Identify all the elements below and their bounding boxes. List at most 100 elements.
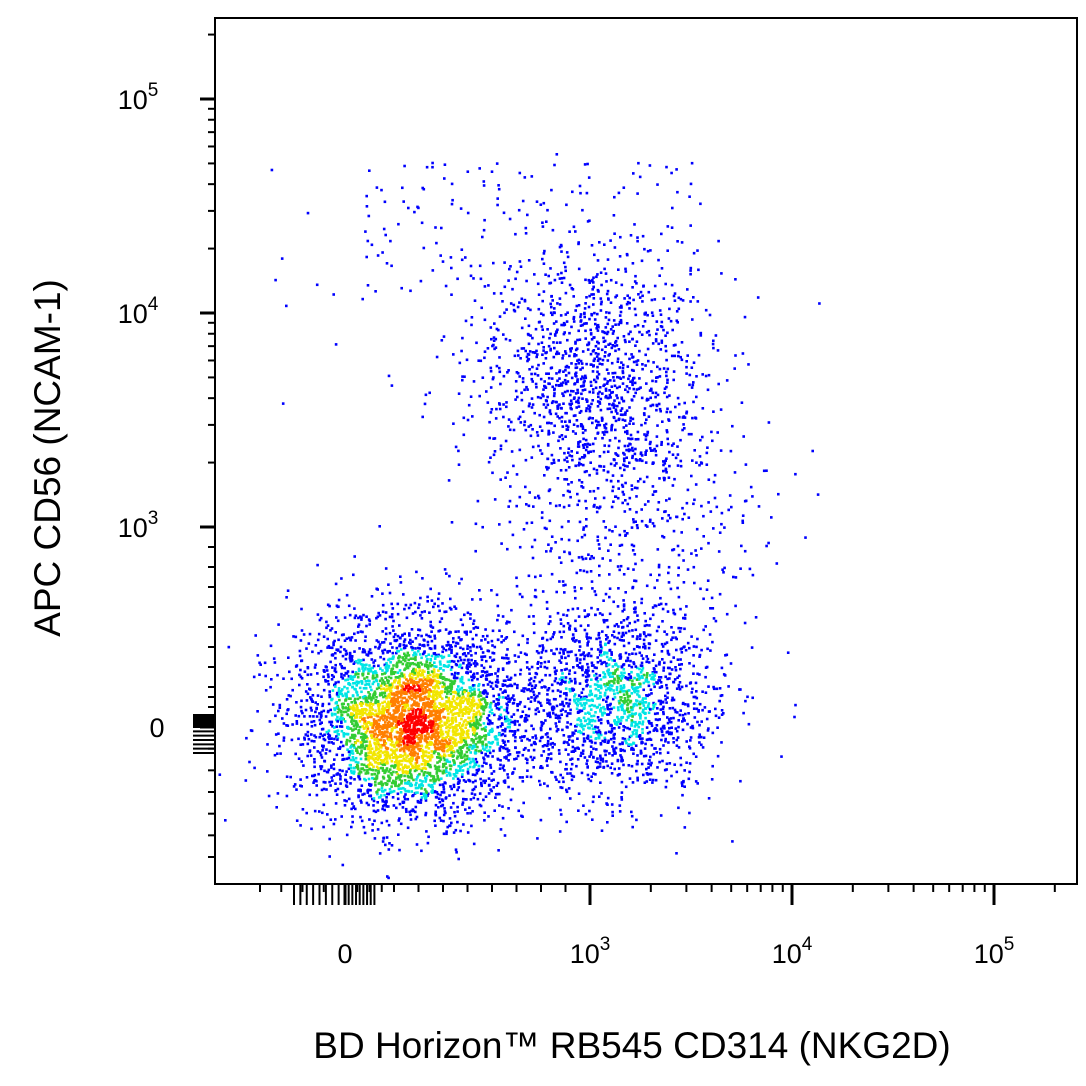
event-dot <box>458 711 461 714</box>
event-dot <box>349 677 352 681</box>
event-dot <box>468 806 471 810</box>
event-dot <box>685 684 688 688</box>
event-dot <box>439 745 443 749</box>
event-dot <box>420 718 423 721</box>
event-dot <box>532 766 535 769</box>
event-dot <box>344 732 348 736</box>
event-dot <box>497 614 500 617</box>
event-dot <box>373 837 377 840</box>
event-dot <box>522 801 525 805</box>
event-dot <box>558 716 562 720</box>
event-dot <box>345 833 349 837</box>
event-dot <box>381 804 385 808</box>
event-dot <box>340 666 344 670</box>
event-dot <box>387 704 390 708</box>
event-dot <box>480 664 483 667</box>
event-dot <box>345 738 349 742</box>
event-dot <box>377 796 381 799</box>
event-dot <box>459 754 462 757</box>
event-dot <box>462 695 465 699</box>
event-dot <box>406 722 409 725</box>
event-dot <box>359 815 362 819</box>
event-dot <box>363 740 366 744</box>
event-dot <box>324 715 328 718</box>
event-dot <box>406 772 409 775</box>
event-dot <box>388 768 392 771</box>
event-dot <box>370 734 373 737</box>
event-dot <box>339 662 342 666</box>
event-dot <box>341 790 345 794</box>
event-dot <box>368 619 372 623</box>
event-dot <box>473 724 477 727</box>
event-dot <box>345 742 348 746</box>
event-dot <box>444 811 447 815</box>
event-dot <box>688 762 692 765</box>
event-dot <box>483 748 486 752</box>
event-dot <box>320 728 324 731</box>
event-dot <box>569 708 572 712</box>
event-dot <box>542 709 546 712</box>
event-dot <box>502 764 505 768</box>
event-dot <box>505 757 508 760</box>
event-dot <box>335 753 339 757</box>
event-dot <box>647 684 651 688</box>
event-dot <box>416 661 420 665</box>
event-dot <box>495 706 499 710</box>
event-dot <box>382 739 386 742</box>
event-dot <box>433 734 436 738</box>
event-dot <box>380 746 383 749</box>
event-dot <box>473 793 477 796</box>
event-dot <box>427 679 431 683</box>
event-dot <box>443 810 447 813</box>
event-dot <box>445 704 449 708</box>
event-dot <box>436 743 439 746</box>
event-dot <box>609 675 612 678</box>
event-dot <box>471 704 474 707</box>
event-dot <box>354 712 358 715</box>
event-dot <box>482 779 485 783</box>
event-dot <box>295 722 299 725</box>
event-dot <box>751 696 754 700</box>
event-dot <box>455 676 459 680</box>
event-dot <box>442 708 445 711</box>
event-dot <box>621 748 625 752</box>
event-dot <box>427 695 430 698</box>
event-dot <box>544 719 547 722</box>
event-dot <box>330 764 333 767</box>
event-dot <box>489 788 492 791</box>
event-dot <box>409 672 412 676</box>
event-dot <box>393 711 396 715</box>
event-dot <box>442 704 445 708</box>
event-dot <box>546 714 550 718</box>
event-dot <box>692 752 695 756</box>
event-dot <box>456 750 459 753</box>
event-dot <box>585 698 589 702</box>
event-dot <box>422 792 426 796</box>
event-dot <box>327 702 331 706</box>
event-dot <box>583 695 586 699</box>
event-dot <box>433 745 437 749</box>
event-dot <box>370 763 374 766</box>
event-dot <box>398 778 402 781</box>
event-dot <box>555 725 558 728</box>
event-dot <box>460 717 463 721</box>
event-dot <box>310 709 313 712</box>
event-dot <box>481 740 484 744</box>
event-dot <box>380 784 384 787</box>
event-dot <box>390 667 393 671</box>
event-dot <box>403 654 407 657</box>
event-dot <box>463 744 466 747</box>
event-dot <box>343 639 347 642</box>
event-dot <box>527 707 531 711</box>
event-dot <box>345 695 348 699</box>
event-dot <box>469 811 472 815</box>
event-dot <box>499 688 502 691</box>
event-dot <box>399 636 402 640</box>
event-dot <box>411 736 414 740</box>
event-dot <box>368 704 372 708</box>
event-dot <box>661 734 665 737</box>
event-dot <box>677 719 680 722</box>
event-dot <box>405 756 408 759</box>
event-dot <box>413 728 417 732</box>
event-dot <box>367 777 371 781</box>
